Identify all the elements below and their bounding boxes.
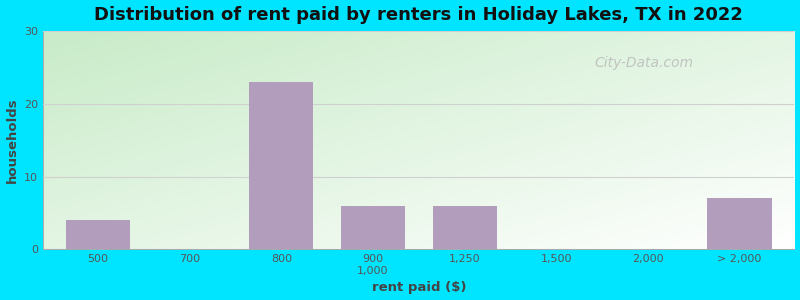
Bar [66, 220, 130, 249]
Bar [341, 206, 405, 249]
Bar [433, 206, 497, 249]
Y-axis label: households: households [6, 97, 18, 183]
Text: City-Data.com: City-Data.com [594, 56, 694, 70]
Bar [707, 198, 771, 249]
Title: Distribution of rent paid by renters in Holiday Lakes, TX in 2022: Distribution of rent paid by renters in … [94, 6, 743, 24]
X-axis label: rent paid ($): rent paid ($) [371, 281, 466, 294]
Bar [250, 82, 314, 249]
